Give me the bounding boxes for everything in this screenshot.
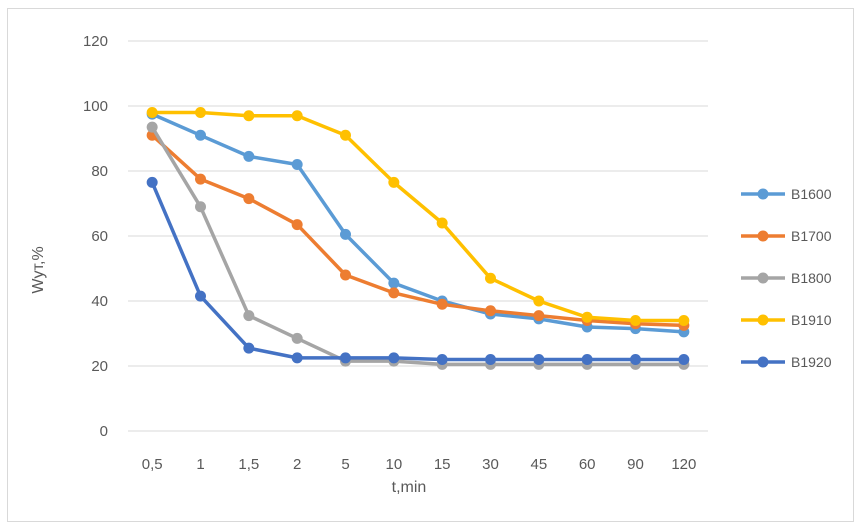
data-point-B1910	[436, 217, 448, 229]
data-point-B1920	[291, 352, 303, 364]
data-point-B1700	[388, 287, 400, 299]
y-axis-ticks: 0 20 40 60 80 100 120	[83, 33, 108, 440]
series-line-B1910	[150, 110, 686, 323]
data-point-B1600	[340, 228, 351, 240]
data-point-B1700	[291, 219, 303, 231]
x-tick-label: 90	[627, 456, 644, 473]
x-axis-ticks: 0,5 1 1,5 2 5 10 15 30 45 60 90 120	[142, 456, 697, 473]
series-line-B1920	[150, 180, 686, 362]
series-line-B1700	[150, 133, 686, 328]
data-point-B1910	[146, 107, 158, 118]
x-tick-label: 0,5	[142, 456, 163, 473]
x-tick-label: 60	[579, 456, 596, 473]
x-tick-label: 45	[530, 456, 547, 473]
data-point-B1910	[533, 295, 545, 307]
y-tick-label: 80	[91, 163, 108, 180]
x-axis-title: t,min	[392, 479, 427, 496]
data-point-B1700	[195, 173, 206, 185]
x-tick-label: 30	[482, 456, 499, 473]
data-point-B1800	[243, 310, 255, 322]
data-point-B1600	[243, 150, 255, 162]
y-tick-label: 0	[100, 423, 108, 440]
data-point-B1910	[630, 315, 641, 326]
data-point-B1910	[243, 110, 255, 122]
data-point-B1920	[195, 290, 206, 302]
data-point-B1910	[485, 272, 496, 284]
x-tick-label: 120	[671, 456, 696, 473]
data-point-B1800	[291, 332, 303, 344]
y-tick-label: 20	[91, 358, 108, 375]
data-point-B1700	[340, 269, 351, 281]
legend-marker-B1600	[757, 188, 769, 200]
legend-label: B1910	[791, 312, 832, 328]
data-point-B1600	[195, 129, 206, 141]
data-point-B1910	[195, 107, 206, 118]
data-point-B1910	[291, 110, 303, 122]
data-point-B1920	[678, 354, 690, 365]
data-point-B1700	[243, 193, 255, 205]
legend-marker-B1910	[757, 314, 769, 326]
data-point-B1920	[243, 342, 255, 354]
data-point-B1920	[436, 354, 448, 365]
x-tick-label: 2	[293, 456, 301, 473]
x-tick-label: 10	[385, 456, 402, 473]
chart-frame	[7, 8, 854, 522]
x-tick-label: 15	[434, 456, 451, 473]
legend-marker-B1700	[757, 230, 769, 242]
data-point-B1910	[388, 176, 400, 188]
data-point-B1920	[146, 176, 158, 188]
x-tick-label: 1	[196, 456, 204, 473]
series-line-B1600	[150, 112, 686, 334]
legend-label: B1600	[791, 186, 832, 202]
x-tick-label: 5	[341, 456, 349, 473]
data-point-B1910	[340, 129, 351, 141]
data-point-B1700	[436, 298, 448, 310]
data-point-B1920	[340, 352, 351, 364]
data-point-B1920	[581, 354, 593, 365]
legend-label: B1800	[791, 270, 832, 286]
data-point-B1800	[146, 121, 158, 133]
data-point-B1920	[533, 354, 545, 365]
series-line-B1800	[150, 125, 686, 367]
data-point-B1700	[533, 310, 545, 322]
data-point-B1600	[291, 159, 303, 170]
y-axis-title: Wут,%	[30, 246, 47, 293]
x-tick-label: 1,5	[238, 456, 259, 473]
y-tick-label: 60	[91, 228, 108, 245]
legend-marker-B1800	[757, 272, 769, 284]
data-point-B1600	[388, 277, 400, 289]
data-point-B1920	[485, 354, 496, 365]
series-group	[146, 107, 690, 370]
data-point-B1920	[388, 352, 400, 364]
data-point-B1700	[485, 305, 496, 317]
data-point-B1910	[678, 315, 690, 326]
legend-marker-B1920	[757, 356, 769, 368]
data-point-B1800	[195, 201, 206, 213]
y-tick-label: 40	[91, 293, 108, 310]
legend: B1600 B1700 B1800 B1910 B1920	[741, 186, 832, 370]
data-point-B1920	[630, 354, 641, 365]
legend-label: B1920	[791, 354, 832, 370]
data-point-B1910	[581, 311, 593, 323]
y-tick-label: 100	[83, 98, 108, 115]
legend-label: B1700	[791, 228, 832, 244]
y-tick-label: 120	[83, 33, 108, 50]
